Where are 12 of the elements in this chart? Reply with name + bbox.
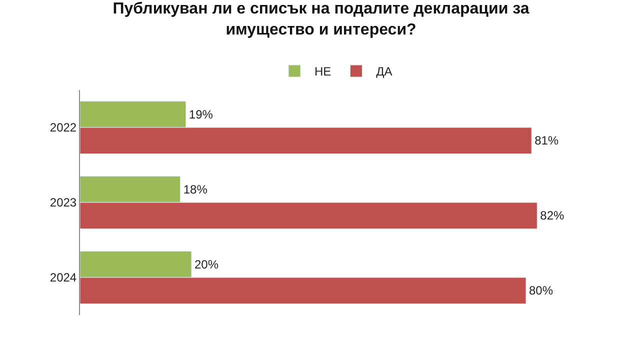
y-tick-label: 2024 [50, 270, 77, 285]
legend-label: ДА [376, 64, 392, 79]
chart-title: Публикуван ли е списък на подалите декларации за имущество и интереси? [112, 0, 530, 38]
data-label: 80% [528, 284, 554, 298]
y-tick-label: 2023 [50, 196, 77, 210]
data-label: 81% [534, 134, 559, 148]
legend-label: НЕ [314, 64, 332, 79]
data-label: 19% [188, 107, 214, 122]
y-tick-label: 2022 [50, 120, 77, 135]
data-label: 20% [194, 257, 219, 272]
data-label: 82% [540, 208, 564, 223]
data-label: 18% [183, 182, 208, 196]
